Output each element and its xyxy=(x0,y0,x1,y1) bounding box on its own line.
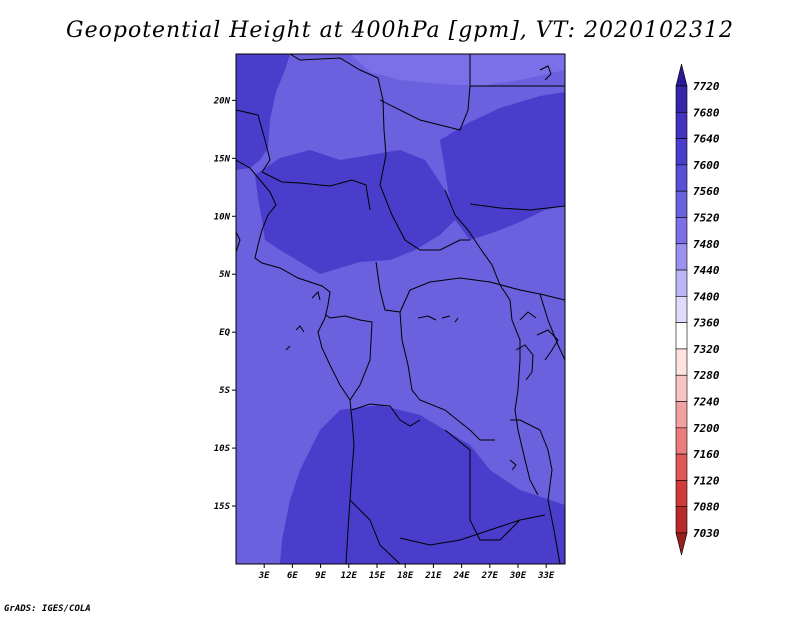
chart-title: Geopotential Height at 400hPa [gpm], VT:… xyxy=(66,18,734,43)
colorbar-label: 7480 xyxy=(693,238,720,251)
lon-label: 15E xyxy=(369,571,386,581)
lon-label: 3E xyxy=(258,571,270,581)
latitude-axis: 20N 15N 10N 5N EQ 5S 10S 15S xyxy=(213,96,236,512)
colorbar-label: 7320 xyxy=(693,343,720,356)
lat-label: 5S xyxy=(219,386,230,396)
lat-label: 15N xyxy=(214,154,231,164)
colorbar-label: 7030 xyxy=(693,527,720,540)
colorbar-cell xyxy=(675,269,688,297)
colorbar-cell xyxy=(675,85,688,113)
colorbar-cell xyxy=(675,506,688,534)
lat-label: 5N xyxy=(219,270,230,280)
colorbar-label: 7680 xyxy=(693,106,720,119)
field-band-7600-sahel xyxy=(236,54,290,170)
lat-label: 10N xyxy=(214,212,231,222)
colorbar-top-triangle xyxy=(675,63,688,87)
lon-label: 27E xyxy=(481,571,499,581)
colorbar-label: 7160 xyxy=(693,448,720,461)
field-band-7600-east xyxy=(440,92,565,240)
field-band-7560-southeast xyxy=(236,470,282,564)
colorbar-label: 7600 xyxy=(693,159,720,172)
colorbar-cell xyxy=(675,296,688,323)
colorbar-cell xyxy=(675,190,688,218)
colorbar-cell xyxy=(675,348,688,376)
lon-label: 18E xyxy=(397,571,414,581)
colorbar-cell xyxy=(675,480,688,508)
lat-label: 10S xyxy=(214,444,231,454)
colorbar-label: 7200 xyxy=(693,422,720,435)
colorbar-label: 7240 xyxy=(693,396,720,409)
grads-credit: GrADS: IGES/COLA xyxy=(4,604,91,614)
lon-label: 6E xyxy=(287,571,298,581)
colorbar-cell xyxy=(675,164,688,192)
lon-label: 30E xyxy=(509,571,527,581)
colorbar-label: 7640 xyxy=(693,133,720,146)
colorbar-cell xyxy=(675,374,688,402)
colorbar: 7720 7680 7640 7600 7560 7520 7480 7440 7400 7360… xyxy=(675,63,720,556)
colorbar-label: 7440 xyxy=(693,264,720,277)
lat-label: 20N xyxy=(213,96,231,106)
field-band-7600-south xyxy=(280,405,565,564)
colorbar-cell xyxy=(675,111,688,139)
colorbar-label: 7560 xyxy=(693,185,720,198)
lat-label: EQ xyxy=(219,328,230,338)
lon-label: 24E xyxy=(452,571,470,581)
coastlines-borders xyxy=(236,54,565,564)
height-field xyxy=(236,54,565,564)
colorbar-cell xyxy=(675,138,688,166)
field-band-7480-north xyxy=(350,54,565,86)
colorbar-label: 7120 xyxy=(693,474,720,487)
longitude-axis: 3E 6E 9E 12E 15E 18E 21E 24E 27E 30E 33E xyxy=(258,564,555,581)
lon-label: 33E xyxy=(537,571,555,581)
colorbar-label: 7720 xyxy=(693,80,720,93)
colorbar-cell xyxy=(675,217,688,245)
lon-label: 12E xyxy=(341,571,358,581)
lon-label: 9E xyxy=(315,571,326,581)
colorbar-label: 7360 xyxy=(693,317,720,330)
colorbar-cell xyxy=(675,401,688,429)
colorbar-label: 7400 xyxy=(693,290,720,303)
colorbar-label: 7520 xyxy=(693,211,720,224)
colorbar-bottom-triangle xyxy=(675,532,688,556)
colorbar-label: 7280 xyxy=(693,369,720,382)
colorbar-cell xyxy=(675,427,688,455)
colorbar-cell xyxy=(675,322,688,350)
map-frame xyxy=(235,53,566,565)
lon-label: 21E xyxy=(424,571,442,581)
lat-label: 15S xyxy=(214,502,231,512)
colorbar-cell xyxy=(675,453,688,481)
colorbar-label: 7080 xyxy=(693,501,720,514)
colorbar-cell xyxy=(675,243,688,271)
